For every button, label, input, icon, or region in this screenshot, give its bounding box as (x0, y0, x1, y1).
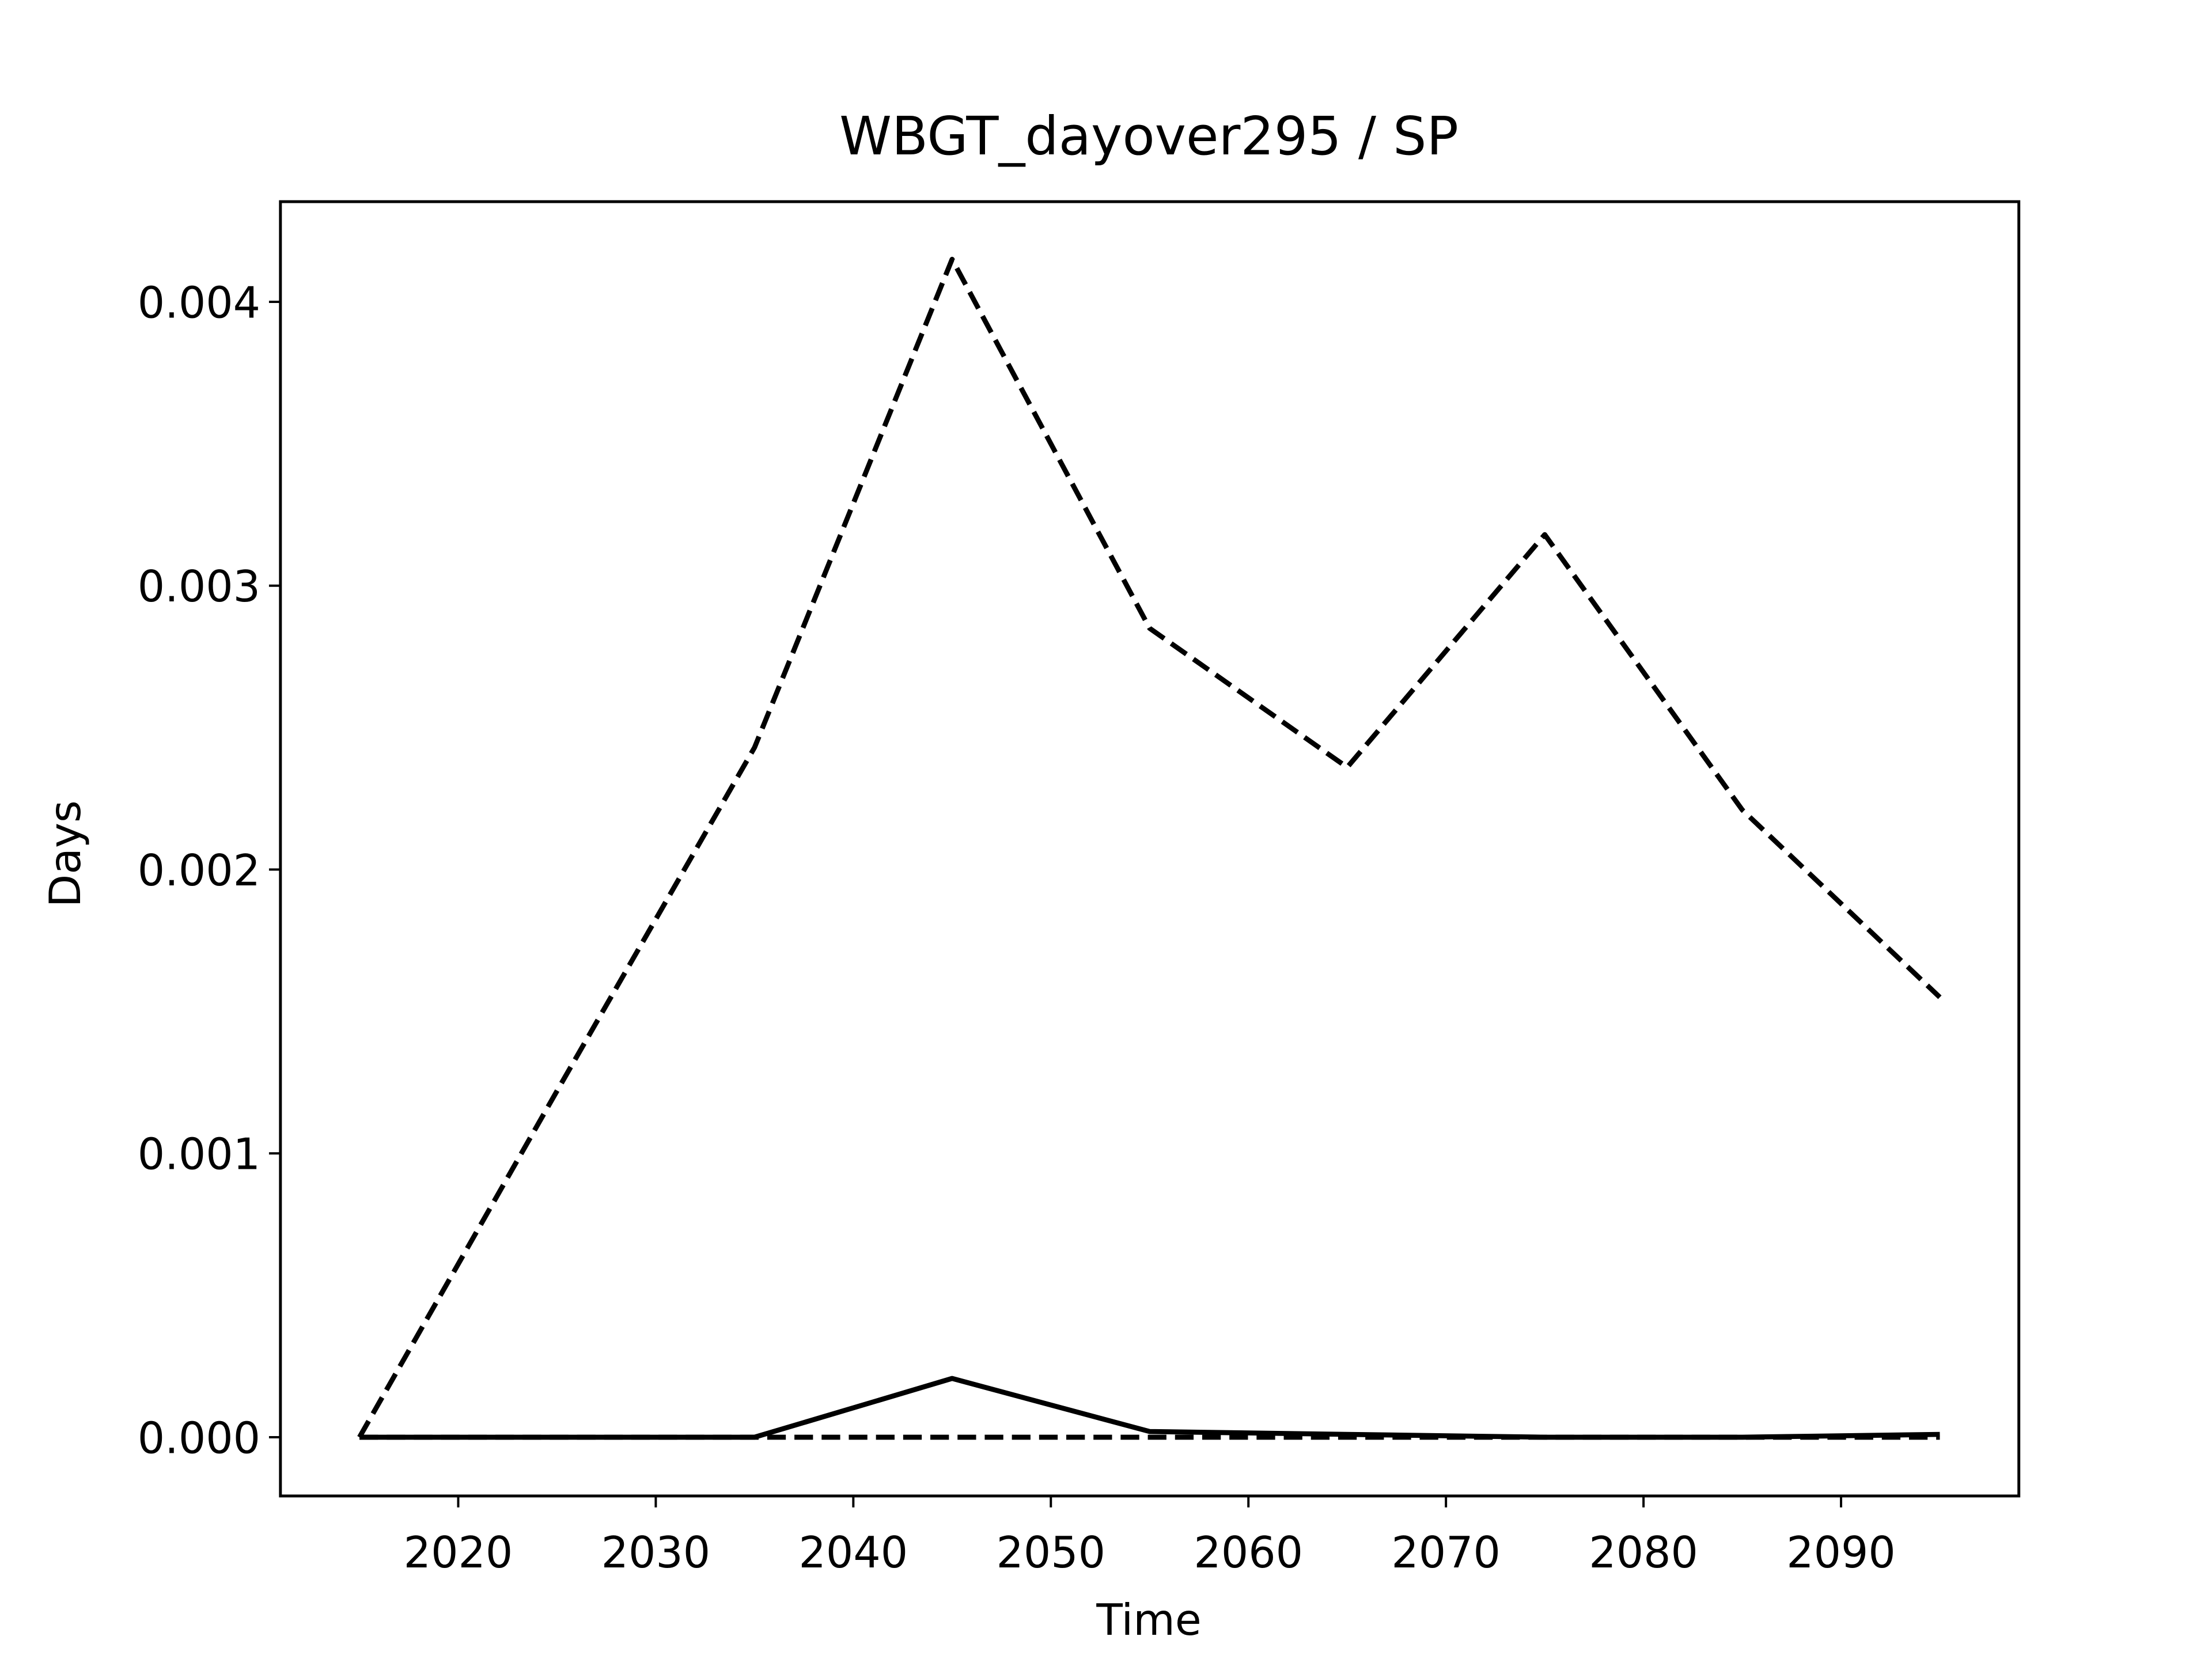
y-tick-label: 0.000 (138, 1413, 260, 1463)
x-tick-label: 2040 (799, 1528, 908, 1578)
line-series (357, 256, 1942, 1439)
x-tick-label: 2050 (996, 1528, 1105, 1578)
x-tick-label: 2080 (1589, 1528, 1698, 1578)
x-tick-label: 2070 (1391, 1528, 1501, 1578)
y-tick-label: 0.003 (138, 562, 260, 612)
plot-frame (279, 200, 2021, 1498)
y-tick-label: 0.004 (138, 278, 260, 328)
y-axis-label: Days (40, 800, 90, 907)
y-tick-label: 0.002 (138, 846, 260, 896)
x-tick-label: 2060 (1194, 1528, 1303, 1578)
chart-title: WBGT_dayover295 / SP (839, 105, 1459, 167)
x-tick-label: 2090 (1786, 1528, 1896, 1578)
x-axis-label: Time (1096, 1595, 1201, 1645)
y-tick-label: 0.001 (138, 1130, 260, 1180)
x-tick-label: 2020 (404, 1528, 513, 1578)
x-tick-label: 2030 (601, 1528, 711, 1578)
